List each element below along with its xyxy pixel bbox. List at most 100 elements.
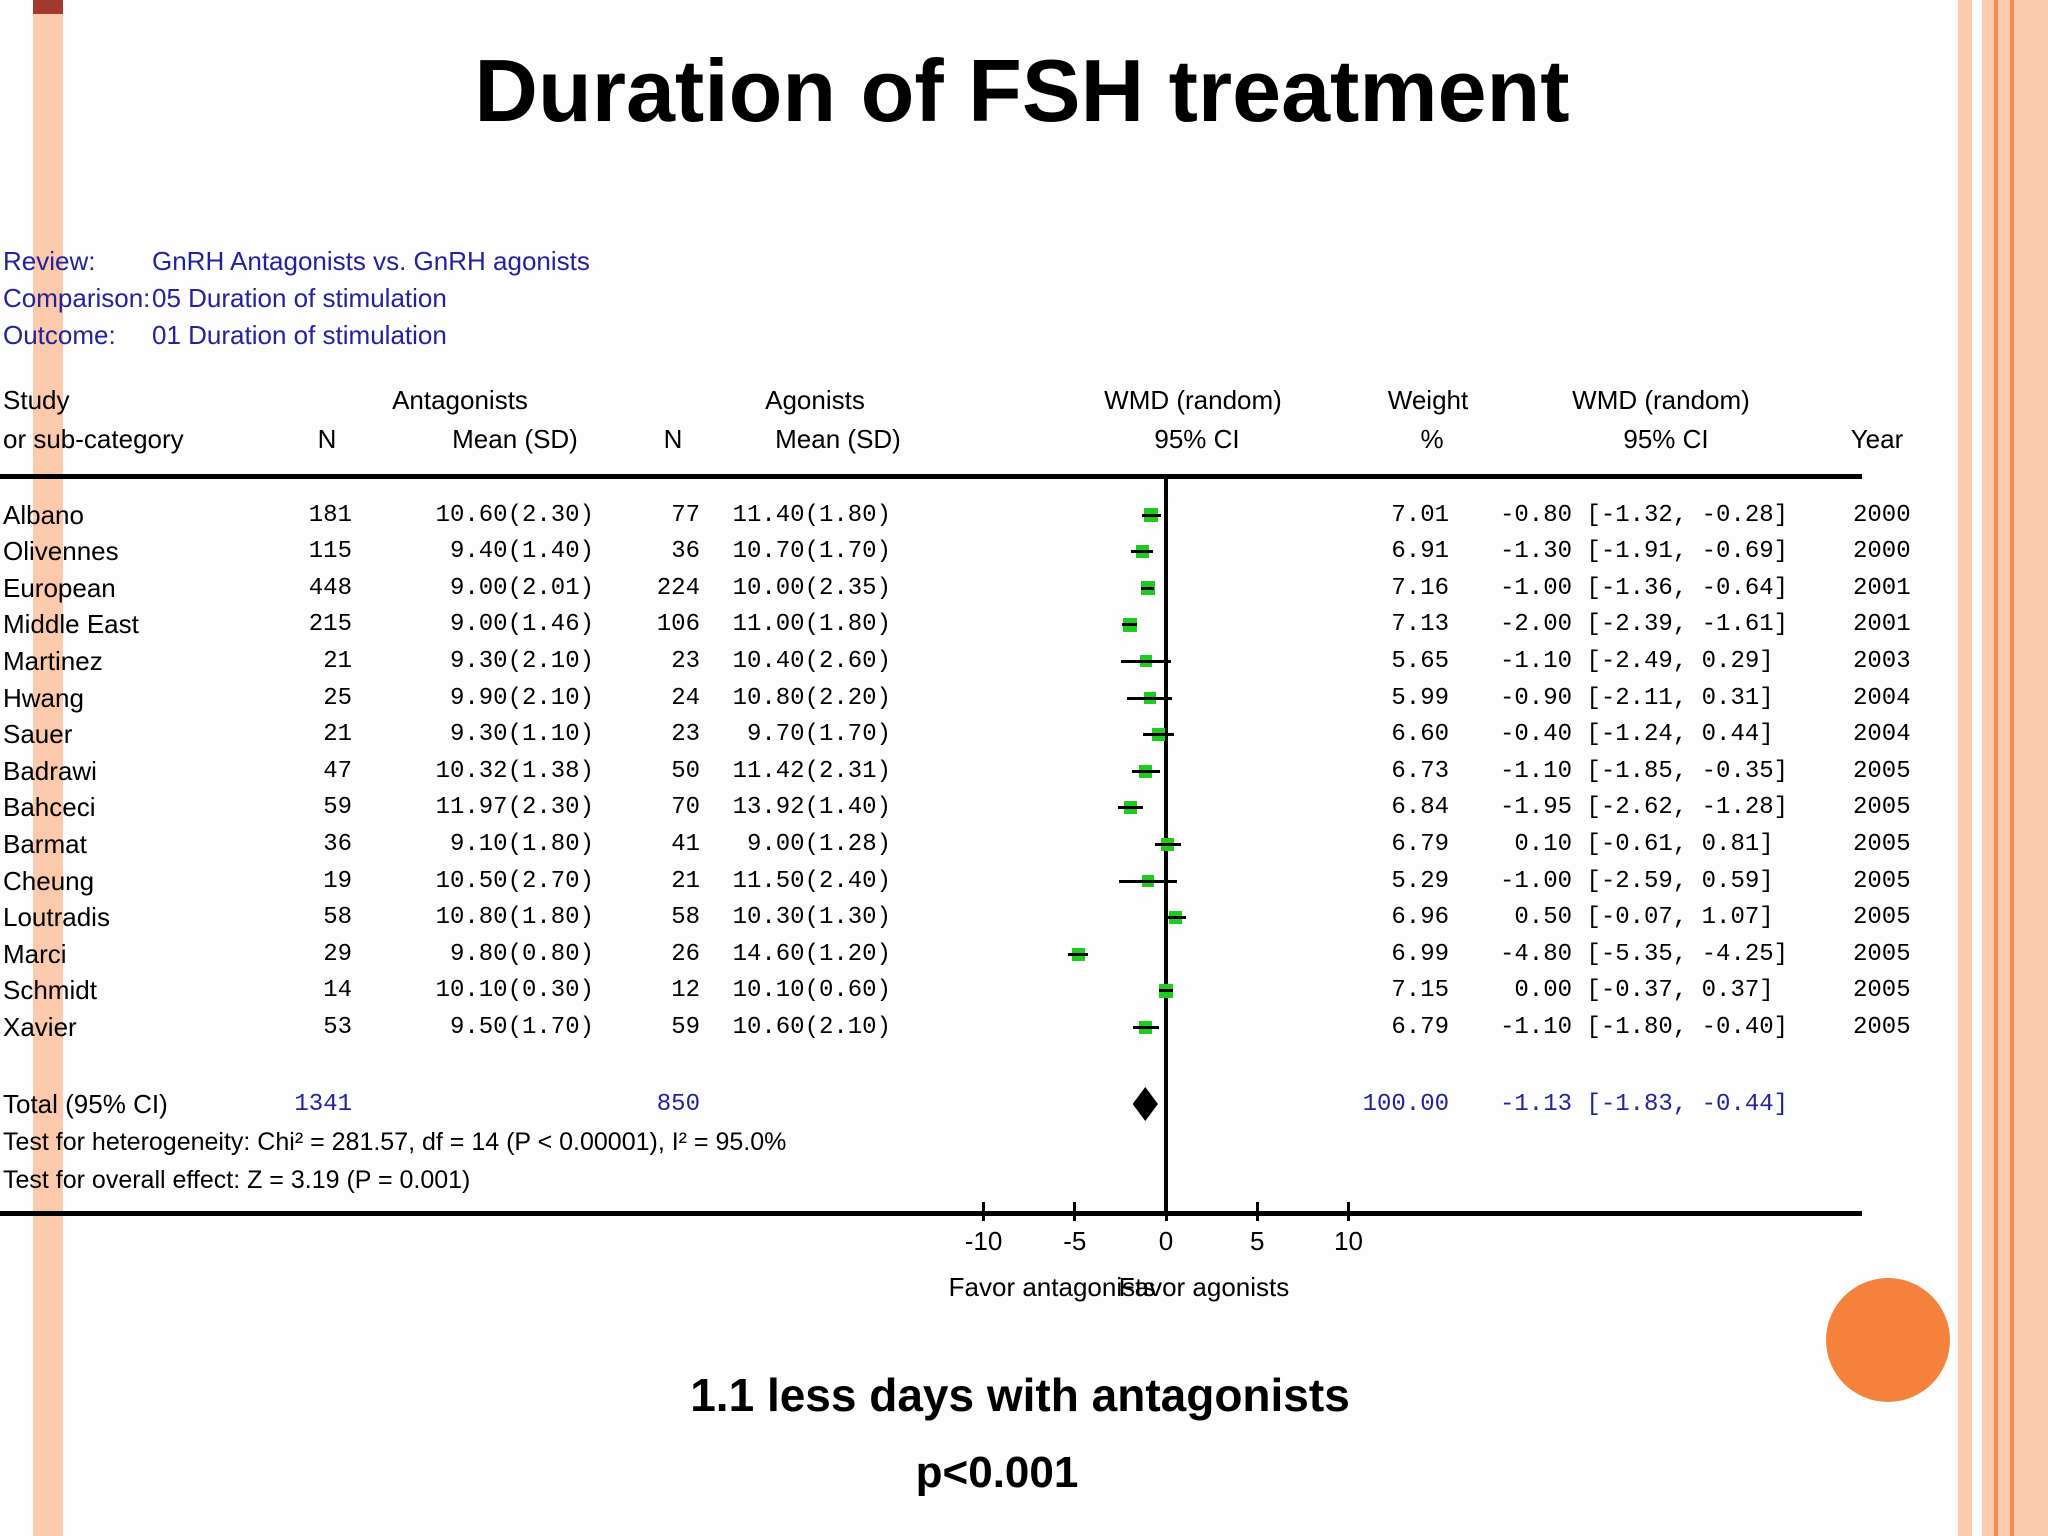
study-row: Barmat 36 9.10(1.80) 41 9.00(1.28) 6.79 0.10 … (0, 826, 2048, 863)
axis-tick (1255, 1202, 1259, 1221)
study-meansd-agonists: 10.40(2.60) (732, 647, 891, 675)
study-year: 2005 (1853, 904, 1911, 932)
study-ci-text: -1.10 [-2.49, 0.29] (1500, 647, 1774, 675)
study-row: Albano 181 10.60(2.30) 77 11.40(1.80) 7.01 -0.… (0, 497, 2048, 534)
confidence-interval-line (1120, 659, 1172, 663)
conclusion-line2: p<0.001 (915, 1448, 1079, 1497)
study-n-agonists: 50 (671, 757, 700, 785)
study-n-antagonists: 25 (323, 684, 352, 712)
study-meansd-antagonists: 9.00(1.46) (449, 611, 594, 639)
study-n-antagonists: 181 (308, 501, 352, 529)
total-row: Total (95% CI) 1341 850 100.00 -1.13 [-1… (0, 1086, 2048, 1123)
study-meansd-antagonists: 9.40(1.40) (449, 538, 594, 566)
study-year: 2005 (1853, 830, 1911, 858)
confidence-interval-line (1141, 513, 1161, 517)
study-weight: 7.16 (1391, 574, 1449, 602)
study-meansd-agonists: 10.70(1.70) (732, 538, 891, 566)
study-row: Hwang 25 9.90(2.10) 24 10.80(2.20) 5.99 -0.90 … (0, 680, 2048, 717)
study-year: 2005 (1853, 940, 1911, 968)
study-weight: 6.79 (1391, 830, 1449, 858)
study-row: Marci 29 9.80(0.80) 26 14.60(1.20) 6.99 -4.80 … (0, 936, 2048, 973)
study-meansd-antagonists: 9.90(2.10) (449, 684, 594, 712)
header-rule (0, 474, 1862, 479)
review-label: Review: (3, 246, 96, 276)
col-header-meansd-agonists: Mean (SD) (775, 424, 901, 454)
study-name: Badrawi (3, 755, 97, 786)
study-n-agonists: 23 (671, 721, 700, 749)
col-header-antagonists: Antagonists (392, 385, 528, 415)
study-n-agonists: 77 (671, 501, 700, 529)
col-header-pct: % (1420, 424, 1444, 454)
study-weight: 6.91 (1391, 538, 1449, 566)
study-meansd-agonists: 11.00(1.80) (732, 611, 891, 639)
study-ci-text: -1.00 [-2.59, 0.59] (1500, 867, 1774, 895)
orange-circle-decoration (1826, 1278, 1950, 1402)
study-year: 2000 (1853, 501, 1911, 529)
study-row: Schmidt 14 10.10(0.30) 12 10.10(0.60) 7.15 0.… (0, 972, 2048, 1009)
study-weight: 6.73 (1391, 757, 1449, 785)
confidence-interval-line (1143, 733, 1175, 737)
study-n-antagonists: 47 (323, 757, 352, 785)
study-name: Olivennes (3, 536, 119, 567)
axis-tick-label: 0 (1158, 1226, 1174, 1256)
study-n-antagonists: 21 (323, 721, 352, 749)
right-stripe-accent-line-2 (2010, 0, 2014, 1536)
study-n-antagonists: 53 (323, 1013, 352, 1041)
study-meansd-agonists: 11.40(1.80) (732, 501, 891, 529)
study-meansd-antagonists: 9.00(2.01) (449, 574, 594, 602)
total-n-agonists: 850 (656, 1091, 700, 1118)
axis-tick (1164, 1202, 1168, 1221)
confidence-interval-line (1122, 623, 1137, 627)
study-year: 2004 (1853, 684, 1911, 712)
study-row: Xavier 53 9.50(1.70) 59 10.60(2.10) 6.79 -1.10… (0, 1009, 2048, 1046)
study-name: Bahceci (3, 792, 96, 823)
study-year: 2000 (1853, 538, 1911, 566)
study-meansd-antagonists: 9.10(1.80) (449, 830, 594, 858)
study-n-agonists: 224 (656, 574, 700, 602)
col-header-wmd-text: WMD (random) (1572, 385, 1750, 415)
study-ci-text: -2.00 [-2.39, -1.61] (1500, 611, 1789, 639)
study-name: Schmidt (3, 975, 97, 1006)
study-n-agonists: 23 (671, 647, 700, 675)
total-weight: 100.00 (1362, 1091, 1449, 1118)
study-ci-text: -4.80 [-5.35, -4.25] (1500, 940, 1789, 968)
study-weight: 5.99 (1391, 684, 1449, 712)
study-ci-text: 0.10 [-0.61, 0.81] (1500, 830, 1774, 858)
favor-agonists-label: Favor agonists (1118, 1272, 1290, 1302)
study-meansd-agonists: 10.10(0.60) (732, 977, 891, 1005)
study-ci-text: -0.80 [-1.32, -0.28] (1500, 501, 1789, 529)
conclusion-line1: 1.1 less days with antagonists (690, 1369, 1350, 1421)
axis-tick-label: 5 (1250, 1226, 1265, 1256)
study-year: 2001 (1853, 611, 1911, 639)
study-ci-text: -1.10 [-1.80, -0.40] (1500, 1013, 1789, 1041)
col-header-ci-plot: 95% CI (1154, 424, 1240, 454)
outcome-label: Outcome: (3, 320, 116, 350)
col-header-agonists: Agonists (765, 385, 865, 415)
study-n-agonists: 106 (656, 611, 700, 639)
study-weight: 5.65 (1391, 647, 1449, 675)
study-meansd-antagonists: 10.80(1.80) (435, 904, 594, 932)
col-header-n-agonists: N (663, 424, 683, 454)
study-meansd-antagonists: 11.97(2.30) (435, 794, 594, 822)
study-n-agonists: 26 (671, 940, 700, 968)
study-n-antagonists: 21 (323, 647, 352, 675)
study-name: Middle East (3, 609, 139, 640)
study-name: Barmat (3, 828, 87, 859)
left-stripe-red-cap (33, 0, 63, 14)
right-border-stripe-wide (1982, 0, 2048, 1536)
study-name: Sauer (3, 719, 73, 750)
study-n-antagonists: 215 (308, 611, 352, 639)
study-meansd-agonists: 14.60(1.20) (732, 940, 891, 968)
study-meansd-antagonists: 9.50(1.70) (449, 1013, 594, 1041)
study-ci-text: -1.00 [-1.36, -0.64] (1500, 574, 1789, 602)
study-year: 2004 (1853, 721, 1911, 749)
favor-antagonists-label: Favor antagonists (948, 1272, 1156, 1302)
axis-line (0, 1211, 1862, 1216)
study-ci-text: -0.90 [-2.11, 0.31] (1500, 684, 1774, 712)
study-weight: 5.29 (1391, 867, 1449, 895)
col-header-n-antagonists: N (317, 424, 337, 454)
study-meansd-agonists: 11.50(2.40) (732, 867, 891, 895)
confidence-interval-line (1118, 806, 1143, 810)
study-meansd-agonists: 10.00(2.35) (732, 574, 891, 602)
col-header-weight: Weight (1387, 385, 1469, 415)
